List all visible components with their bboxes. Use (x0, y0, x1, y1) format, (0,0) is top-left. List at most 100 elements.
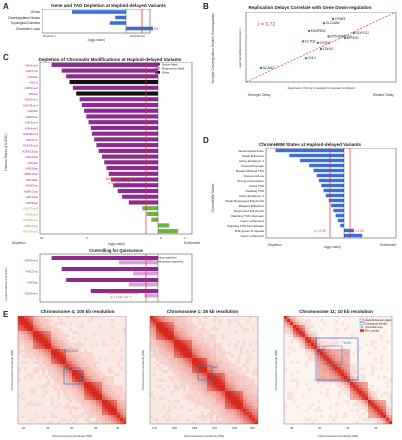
hic-contact-cell (150, 337, 154, 341)
hic-contact-cell (246, 328, 250, 332)
hic-contact-cell (228, 409, 232, 413)
hic-contact-cell (192, 391, 196, 395)
hic-contact-cell (362, 367, 366, 371)
hic-contact-cell (81, 367, 85, 371)
hic-contact-cell (189, 355, 193, 359)
hic-contact-cell (99, 412, 103, 416)
hic-contact-cell (350, 364, 354, 368)
hic-contact-cell (42, 328, 46, 332)
panel-c-threshold-p: (p = 1.66 x 10⁻⁴) (108, 181, 130, 185)
hic-contact-cell (240, 376, 244, 380)
hic-contact-cell (189, 328, 193, 332)
panel-d-bar-label: Strong transcription (237, 179, 264, 183)
hic-contact-cell (317, 352, 321, 356)
hic-contact-cell (78, 352, 82, 356)
hic-contact-cell (66, 334, 70, 338)
hic-contact-cell (237, 385, 241, 389)
hic-contact-cell (123, 406, 127, 410)
hic-contact-cell (290, 319, 294, 323)
hic-contact-cell (249, 415, 253, 419)
hic-contact-cell (180, 319, 184, 323)
hic-contact-cell (341, 322, 345, 326)
hic-contact-cell (99, 379, 103, 383)
hic-contact-cell (30, 316, 34, 320)
hic-contact-cell (48, 325, 52, 329)
hic-contact-cell (186, 397, 190, 401)
hic-contact-cell (246, 391, 250, 395)
panel-c-bar (113, 183, 158, 188)
hic-contact-cell (243, 397, 247, 401)
hic-contact-cell (111, 325, 115, 329)
hic-contact-cell (344, 391, 348, 395)
hic-contact-cell (192, 379, 196, 383)
hic-contact-cell (42, 331, 46, 335)
hic-contact-cell (21, 325, 25, 329)
hic-contact-cell (213, 421, 217, 425)
hic-contact-cell (45, 331, 49, 335)
hic-contact-cell (99, 376, 103, 380)
hic-contact-cell (66, 379, 70, 383)
hic-contact-cell (156, 334, 160, 338)
hic-contact-cell (51, 328, 55, 332)
hic-contact-cell (341, 349, 345, 353)
hic-contact-cell (201, 364, 205, 368)
panel-c-bar-label: H3K56ac (26, 167, 39, 171)
hic-contact-cell (153, 325, 157, 329)
hic-contact-cell (296, 379, 300, 383)
hic-contact-cell (81, 400, 85, 404)
hic-contact-cell (344, 352, 348, 356)
hic-contact-cell (168, 319, 172, 323)
hic-contact-cell (350, 334, 354, 338)
hic-contact-cell (186, 379, 190, 383)
hic-contact-cell (314, 409, 318, 413)
hic-contact-cell (198, 343, 202, 347)
hic-contact-cell (368, 409, 372, 413)
hic-contact-cell (344, 400, 348, 404)
hic-contact-cell (383, 403, 387, 407)
hic-contact-cell (111, 400, 115, 404)
hic-contact-cell (195, 373, 199, 377)
hic-contact-cell (243, 394, 247, 398)
hic-contact-cell (228, 421, 232, 425)
hic-contact-cell (195, 328, 199, 332)
panel-c-sub-threshold-text: Bonferroni Threshold (108, 291, 138, 295)
hic-contact-cell (27, 346, 31, 350)
hic-contact-cell (210, 370, 214, 374)
hic-contact-cell (213, 319, 217, 323)
hic-contact-cell (189, 337, 193, 341)
hic-contact-cell (177, 352, 181, 356)
hic-contact-cell (317, 409, 321, 413)
panel-c-bar (69, 80, 158, 85)
hic-contact-cell (308, 358, 312, 362)
legend-label: Quiescence-matched (155, 260, 184, 264)
panel-d-bar (309, 163, 344, 168)
hic-contact-cell (216, 412, 220, 416)
hic-contact-cell (72, 364, 76, 368)
hic-contact-cell (296, 361, 300, 365)
hic-contact-cell (195, 400, 199, 404)
hic-contact-cell (108, 367, 112, 371)
hic-contact-cell (45, 337, 49, 341)
map-1-xtick: 20 (22, 426, 26, 430)
hic-contact-cell (102, 376, 106, 380)
hic-contact-cell (314, 343, 318, 347)
hic-contact-cell (69, 406, 73, 410)
panel-c-bar-label: H3K4me1 (25, 126, 39, 130)
hic-contact-cell (213, 379, 217, 383)
panel-c-bar-label: H4K20me1 (23, 218, 38, 222)
hic-contact-cell (180, 331, 184, 335)
panel-c-sub-bar-label: H3K9ac (27, 281, 38, 285)
hic-contact-cell (27, 325, 31, 329)
hic-contact-cell (255, 397, 259, 401)
hic-contact-cell (347, 355, 351, 359)
hic-contact-cell (243, 379, 247, 383)
hic-contact-cell (213, 337, 217, 341)
map-2-xtick: 190 (212, 426, 217, 430)
hic-contact-cell (296, 337, 300, 341)
hic-contact-cell (240, 385, 244, 389)
hic-contact-cell (57, 349, 61, 353)
hic-contact-cell (81, 385, 85, 389)
hic-contact-cell (222, 388, 226, 392)
hic-contact-cell (243, 373, 247, 377)
hic-contact-cell (93, 370, 97, 374)
